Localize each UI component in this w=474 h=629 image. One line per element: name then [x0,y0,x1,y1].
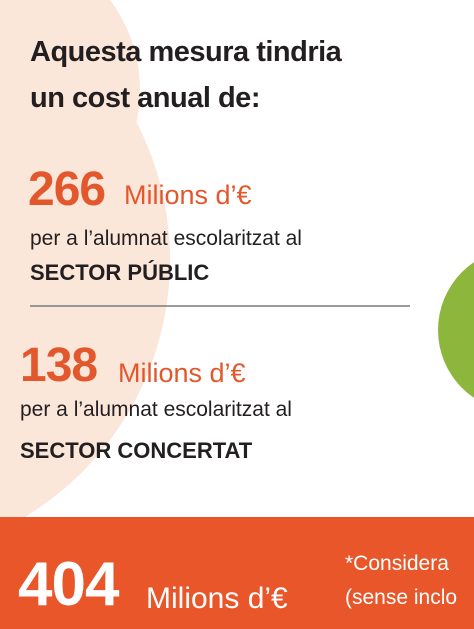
description: per a l’alumnat escolaritzat al [30,227,302,250]
note-line: (sense inclo [345,586,458,609]
amount-unit: Milions d’€ [124,180,252,210]
green-circle [438,262,474,398]
sector: SECTOR CONCERTAT [20,438,253,463]
amount: 138 [20,339,98,392]
footer-band [0,517,474,629]
note-line: *Considera [345,552,449,575]
sector: SECTOR PÚBLIC [30,260,210,285]
heading-line: un cost anual de: [30,82,260,114]
total-unit: Milions d’€ [146,582,288,615]
heading-line: Aquesta mesura tindria [30,36,342,68]
amount: 266 [28,163,106,216]
amount-unit: Milions d’€ [118,358,246,388]
description: per a l’alumnat escolaritzat al [20,398,292,421]
total-amount: 404 [18,550,119,619]
peach-circle-top [0,0,140,240]
